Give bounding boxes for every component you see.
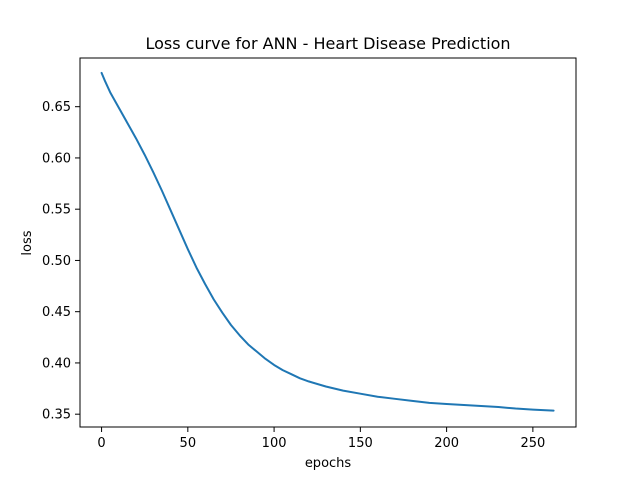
x-tick-label: 200 bbox=[434, 436, 459, 451]
y-tick-label: 0.50 bbox=[42, 254, 71, 269]
x-axis-label: epochs bbox=[305, 456, 352, 471]
y-tick-label: 0.60 bbox=[42, 151, 71, 166]
x-tick-label: 100 bbox=[262, 436, 287, 451]
y-tick-label: 0.35 bbox=[42, 408, 71, 423]
x-tick-label: 250 bbox=[520, 436, 545, 451]
x-tick-label: 50 bbox=[180, 436, 197, 451]
plot-frame bbox=[79, 57, 577, 428]
y-tick-label: 0.55 bbox=[42, 203, 71, 218]
y-axis-label: loss bbox=[20, 230, 35, 255]
y-tick-label: 0.40 bbox=[42, 356, 71, 371]
x-tick-label: 0 bbox=[97, 436, 105, 451]
y-axis: 0.35 0.40 0.45 0.50 0.55 0.60 0.65 bbox=[42, 100, 80, 423]
loss-series-line bbox=[100, 71, 555, 412]
x-tick-label: 150 bbox=[348, 436, 373, 451]
chart-title: Loss curve for ANN - Heart Disease Predi… bbox=[145, 34, 510, 53]
y-tick-label: 0.45 bbox=[42, 305, 71, 320]
x-axis: 0 50 100 150 200 250 bbox=[97, 427, 545, 451]
y-tick-label: 0.65 bbox=[42, 100, 71, 115]
